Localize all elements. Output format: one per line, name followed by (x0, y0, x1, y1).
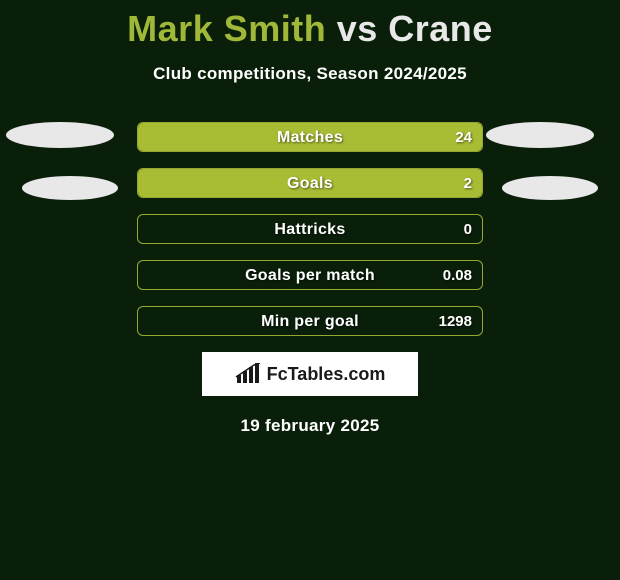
stat-row: Goals2 (137, 168, 483, 198)
stat-label: Min per goal (138, 307, 482, 335)
stat-value: 24 (455, 123, 472, 151)
player1-name: Mark Smith (127, 8, 326, 49)
stat-label: Matches (138, 123, 482, 151)
stat-label: Goals (138, 169, 482, 197)
stat-label: Hattricks (138, 215, 482, 243)
stat-value: 2 (464, 169, 472, 197)
stat-value: 0.08 (443, 261, 472, 289)
player1-logo-placeholder (22, 176, 118, 200)
stat-label: Goals per match (138, 261, 482, 289)
stat-row: Matches24 (137, 122, 483, 152)
vs-text: vs (326, 8, 388, 49)
subtitle: Club competitions, Season 2024/2025 (0, 64, 620, 84)
stats-chart: Matches24 Goals2 Hattricks0 Goals per match… (0, 122, 620, 336)
player2-logo-placeholder (486, 122, 594, 148)
brand-text: FcTables.com (267, 364, 386, 385)
date-line: 19 february 2025 (0, 416, 620, 436)
player1-logo-placeholder (6, 122, 114, 148)
stat-row: Goals per match0.08 (137, 260, 483, 290)
stat-row: Hattricks0 (137, 214, 483, 244)
comparison-title: Mark Smith vs Crane (0, 0, 620, 50)
player2-name: Crane (388, 8, 493, 49)
player2-logo-placeholder (502, 176, 598, 200)
stat-row: Min per goal1298 (137, 306, 483, 336)
stat-value: 1298 (439, 307, 472, 335)
stat-value: 0 (464, 215, 472, 243)
bar-chart-icon (235, 363, 261, 385)
branding-badge[interactable]: FcTables.com (202, 352, 418, 396)
